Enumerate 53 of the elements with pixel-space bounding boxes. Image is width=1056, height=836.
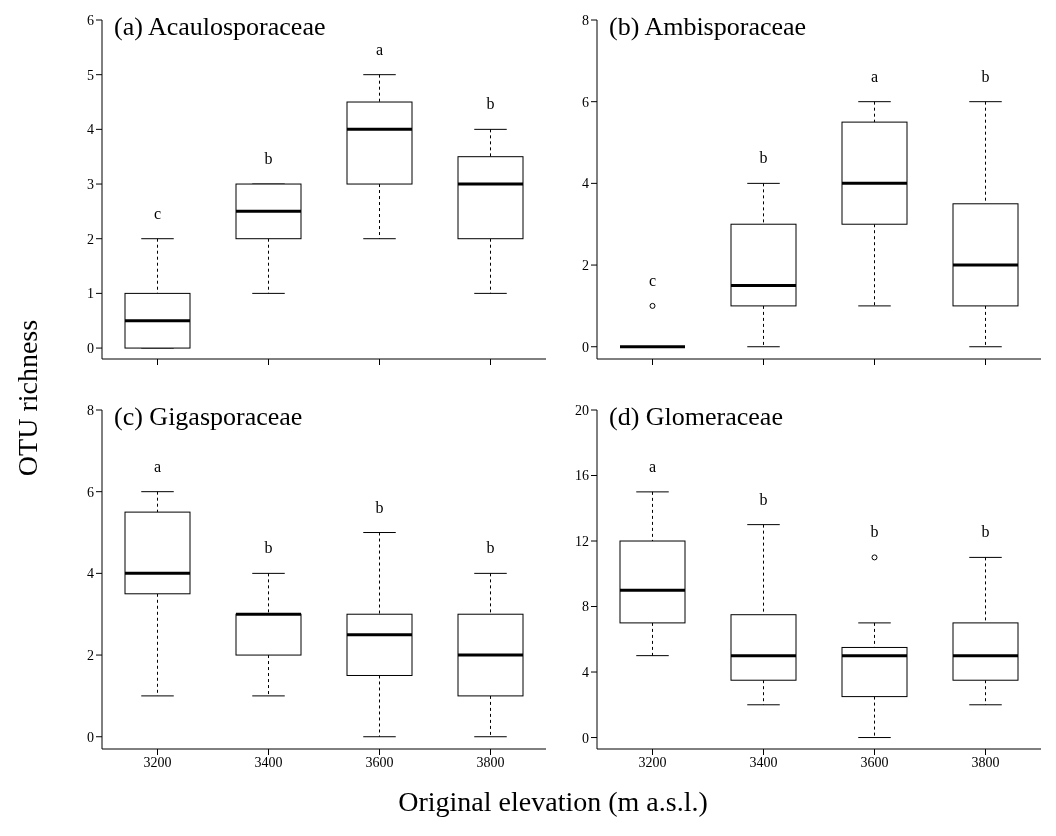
y-tick-label: 8 [582, 12, 589, 28]
x-tick-label: 3200 [143, 754, 172, 770]
annotation: b [486, 539, 495, 557]
y-tick-label: 8 [87, 402, 94, 418]
annotation: b [759, 490, 768, 508]
annotation: b [375, 498, 384, 516]
chart-title: (c) Gigasporaceae [114, 402, 303, 432]
y-tick-label: 0 [582, 730, 589, 746]
x-tick-label: 3200 [638, 754, 667, 770]
y-tick-label: 2 [87, 231, 94, 247]
y-tick-label: 4 [87, 566, 94, 582]
x-tick-label: 3800 [476, 754, 505, 770]
annotation: c [648, 271, 657, 289]
x-tick-label: 3600 [860, 754, 889, 770]
annotation: b [981, 67, 990, 85]
annotation: b [870, 523, 879, 541]
y-tick-label: 2 [87, 648, 94, 664]
y-tick-label: 0 [87, 341, 94, 357]
x-tick-label: 3400 [749, 754, 778, 770]
y-tick-label: 6 [87, 484, 94, 500]
annotation: a [648, 457, 657, 475]
annotation: a [870, 67, 879, 85]
y-tick-label: 5 [87, 67, 94, 83]
chart-title: (b) Ambisporaceae [609, 12, 807, 42]
y-tick-label: 20 [575, 402, 589, 418]
x-tick-label: 3800 [971, 754, 1000, 770]
y-tick-label: 4 [582, 665, 589, 680]
annotation: b [486, 95, 495, 113]
annotation: c [153, 204, 162, 222]
y-tick-label: 12 [575, 533, 589, 549]
annotation: b [264, 150, 273, 168]
annotation: b [264, 539, 273, 557]
x-tick-label: 3600 [365, 754, 394, 770]
annotation: a [153, 457, 162, 475]
y-tick-label: 16 [575, 468, 589, 484]
y-tick-label: 0 [582, 339, 589, 355]
y-axis-title: OTU richness [12, 319, 44, 477]
annotation: b [759, 149, 768, 167]
annotation: a [375, 40, 384, 58]
y-tick-label: 6 [87, 12, 94, 28]
x-tick-label: 3400 [254, 754, 283, 770]
y-tick-label: 1 [87, 286, 94, 302]
y-tick-label: 2 [582, 258, 589, 274]
y-tick-label: 3 [87, 177, 94, 192]
chart-title: (a) Acaulosporaceae [114, 12, 326, 42]
y-tick-label: 8 [582, 599, 589, 615]
x-axis-title: Original elevation (m a.s.l.) [398, 786, 708, 818]
y-tick-label: 6 [582, 94, 589, 110]
y-tick-label: 4 [87, 122, 94, 138]
y-tick-label: 4 [582, 176, 589, 192]
chart-title: (d) Glomeraceae [609, 402, 783, 432]
y-tick-label: 0 [87, 729, 94, 745]
annotation: b [981, 523, 990, 541]
